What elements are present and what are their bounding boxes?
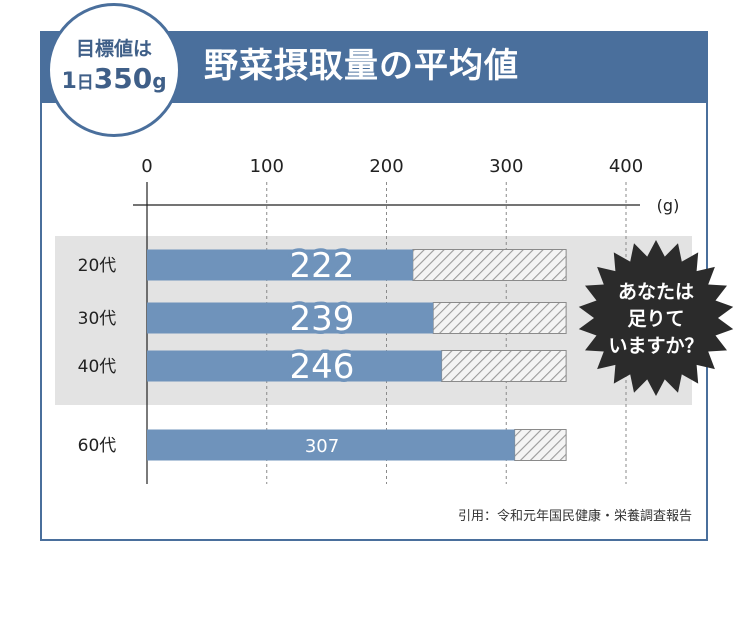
target-remainder-2 [441,350,567,382]
value-label-1: 239 [290,299,355,339]
target-badge: 目標値は 1日350g [47,3,181,137]
x-tick-label-0: 0 [141,156,152,177]
callout-line-1: 足りて [627,308,684,330]
category-label-0: 20代 [78,256,117,276]
badge-line1: 目標値は [75,38,152,60]
bar-1 [147,302,434,334]
source-note: 引用：令和元年国民健康・栄養調査報告 [457,509,692,524]
value-label-3: 307 [305,436,339,457]
x-axis-unit: (g) [657,196,680,215]
bar-2 [147,350,442,382]
category-label-2: 40代 [78,357,117,377]
value-label-0: 222 [290,246,355,286]
x-tick-label-400: 400 [609,156,643,177]
badge-amount: 350 [93,62,153,95]
callout-line-0: あなたは [618,281,694,303]
callout-starburst [578,240,734,396]
bar-3 [147,429,515,461]
target-remainder-3 [514,429,567,461]
x-tick-label-100: 100 [250,156,284,177]
target-remainder-1 [432,302,567,334]
target-remainder-0 [412,249,567,281]
badge-unit: g [152,69,167,93]
badge-line2: 1日350g [50,62,178,95]
value-label-2: 246 [290,347,355,387]
page-title: 野菜摂取量の平均値 [204,46,519,86]
badge-day: 日 [76,73,94,93]
callout-line-2: いますか？ [608,335,703,357]
category-label-3: 60代 [78,436,117,456]
category-label-1: 30代 [78,309,117,329]
bar-0 [147,249,413,281]
x-tick-label-300: 300 [489,156,523,177]
badge-number-1: 1 [61,69,77,94]
x-tick-label-200: 200 [369,156,403,177]
